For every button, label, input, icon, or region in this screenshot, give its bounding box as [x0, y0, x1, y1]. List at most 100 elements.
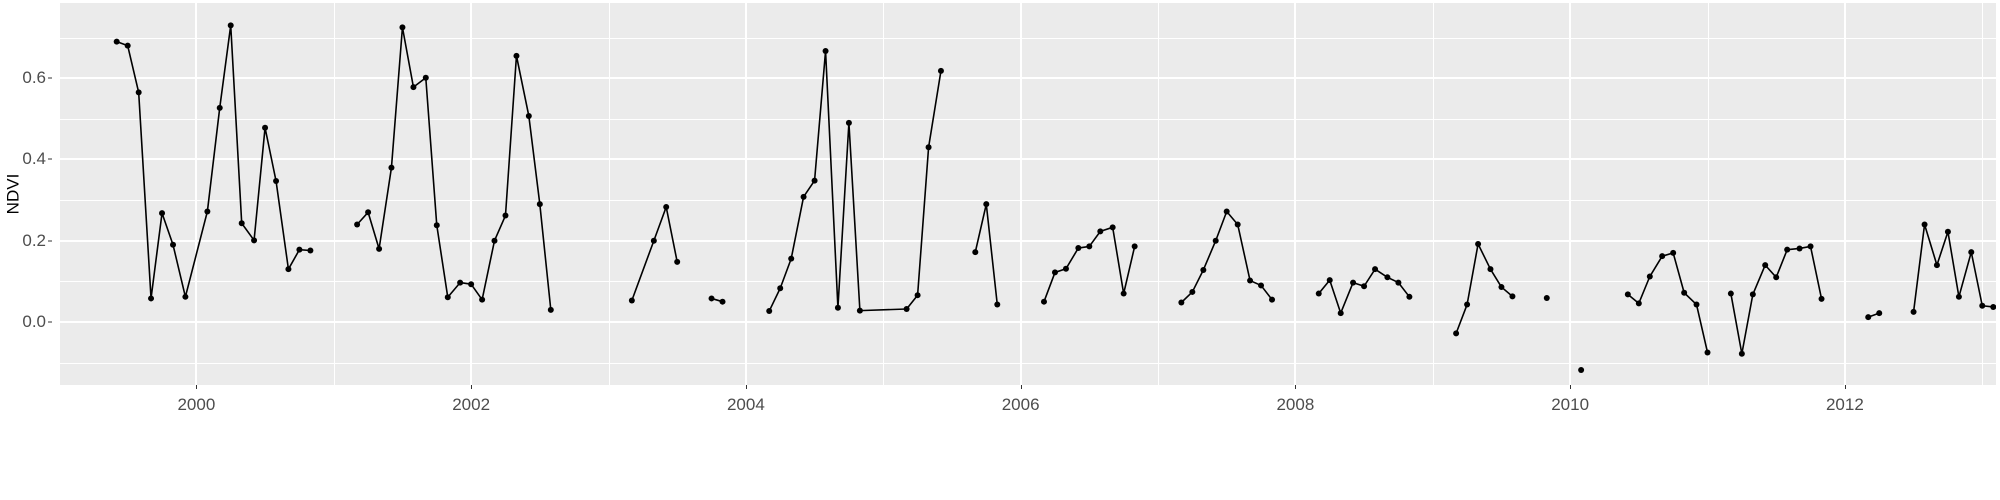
x-tick-mark: [1570, 385, 1572, 389]
gridline-vertical-minor: [59, 3, 60, 385]
y-tick-mark: [48, 321, 52, 323]
data-point: [1464, 301, 1471, 308]
data-point: [663, 204, 670, 210]
data-point: [1704, 349, 1711, 356]
data-point: [1865, 314, 1872, 321]
data-point: [251, 237, 258, 244]
series-line: [1043, 226, 1136, 303]
series-line: [115, 24, 312, 300]
series-line: [974, 203, 999, 306]
data-point: [399, 24, 406, 31]
data-point: [1051, 269, 1058, 276]
data-point: [1796, 245, 1803, 252]
data-point: [1543, 295, 1550, 302]
x-axis-tick-labels: 2000 2002 2004 2006 2008 2010 2012: [59, 385, 1996, 425]
data-point: [856, 307, 863, 314]
data-point: [937, 67, 944, 74]
data-point: [388, 164, 395, 171]
y-axis-tick-labels: 0.0 0.2 0.4 0.6: [18, 0, 52, 388]
data-point: [1189, 288, 1196, 295]
data-point: [1326, 277, 1333, 284]
data-point: [307, 247, 314, 254]
data-point: [262, 124, 269, 131]
x-tick-label: 2002: [452, 395, 491, 414]
x-tick-mark: [1020, 385, 1022, 389]
data-point: [1578, 366, 1585, 373]
y-tick-label: 0.2: [22, 230, 46, 250]
data-point: [1131, 243, 1138, 250]
series-segment: [628, 204, 681, 304]
data-point: [227, 22, 234, 29]
data-point: [365, 209, 372, 216]
y-tick-label: 0.4: [22, 149, 46, 169]
data-point: [777, 285, 784, 292]
data-point: [1955, 293, 1962, 300]
gridline-vertical-minor: [883, 3, 885, 385]
data-point: [1876, 310, 1883, 317]
data-point: [925, 144, 932, 151]
gridline-horizontal-major: [59, 321, 1996, 323]
x-tick-label: 2012: [1825, 395, 1864, 414]
data-point: [354, 221, 361, 228]
series-segment: [1865, 310, 1883, 321]
data-point: [285, 266, 292, 273]
gridline-horizontal-minor: [59, 362, 1996, 364]
gridline-vertical-major: [195, 3, 198, 385]
data-point: [1784, 246, 1791, 253]
data-point: [628, 297, 635, 304]
data-point: [1406, 293, 1413, 300]
gridline-horizontal-major: [59, 158, 1996, 161]
data-point: [1384, 274, 1391, 281]
data-point: [1269, 296, 1276, 303]
series-line: [1455, 243, 1514, 335]
series-segment: [1315, 266, 1413, 317]
data-point: [113, 38, 120, 45]
gridline-horizontal-minor: [59, 281, 1996, 283]
data-point: [1693, 301, 1700, 308]
data-point: [1498, 284, 1505, 291]
series-line: [631, 206, 678, 302]
data-point: [1212, 237, 1219, 244]
x-tick-label: 2000: [177, 395, 216, 414]
data-point: [1807, 243, 1814, 250]
gridline-vertical-major: [1019, 3, 1022, 385]
gridline-vertical-minor: [1707, 3, 1709, 385]
gridline-vertical-major: [744, 3, 747, 385]
data-point: [1727, 290, 1734, 297]
data-point: [914, 292, 921, 299]
gridline-vertical-minor: [608, 3, 610, 385]
series-line: [1317, 268, 1411, 314]
data-point: [182, 293, 189, 300]
series-segment: [1453, 240, 1516, 337]
data-point: [1818, 295, 1825, 302]
data-point: [376, 245, 383, 252]
y-tick-label: 0.6: [22, 68, 46, 88]
data-point: [834, 304, 841, 311]
data-point: [410, 84, 417, 91]
data-point: [1120, 290, 1127, 297]
series-line: [1912, 223, 1995, 313]
data-point: [296, 246, 303, 253]
gridline-vertical-minor: [1982, 3, 1984, 385]
data-point: [719, 298, 726, 305]
data-point: [1097, 228, 1104, 235]
plot-panel: [59, 3, 1996, 385]
y-tick-mark: [48, 158, 52, 160]
data-point: [1635, 300, 1642, 307]
series-segment: [1910, 221, 1996, 315]
data-point: [148, 295, 155, 302]
data-point: [1910, 308, 1917, 315]
data-point: [513, 52, 520, 59]
x-tick-mark: [1295, 385, 1297, 389]
data-point: [994, 301, 1001, 308]
x-tick-mark: [745, 385, 747, 389]
x-tick-mark: [471, 385, 473, 389]
x-tick-label: 2006: [1001, 395, 1040, 414]
data-point: [1738, 350, 1745, 357]
series-line: [1180, 210, 1273, 304]
data-point: [135, 89, 142, 96]
series-segment: [972, 201, 1001, 308]
x-tick-label: 2010: [1551, 395, 1590, 414]
series-line: [356, 26, 552, 311]
gridline-horizontal-minor: [59, 118, 1996, 120]
